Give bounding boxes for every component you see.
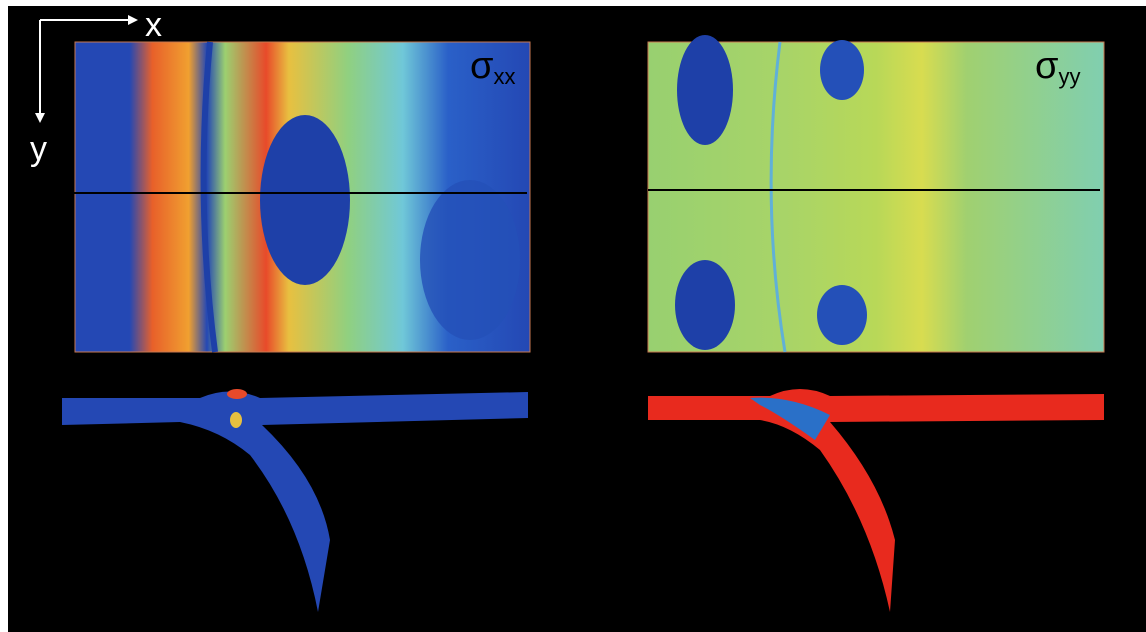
syy-section <box>648 389 1104 612</box>
panel-label: σxx <box>470 45 515 89</box>
sxx-section <box>62 391 528 612</box>
subscript: yy <box>1058 64 1080 89</box>
sxx-map <box>74 41 531 353</box>
symbol: σ <box>1035 45 1058 87</box>
y-axis-label: y <box>30 130 47 168</box>
x-axis-label: x <box>145 6 162 44</box>
symbol: σ <box>470 45 493 87</box>
panel-label: σyy <box>1035 45 1080 89</box>
subscript: xx <box>493 64 515 89</box>
axis-arrows <box>35 15 138 123</box>
syy-map <box>647 35 1105 353</box>
